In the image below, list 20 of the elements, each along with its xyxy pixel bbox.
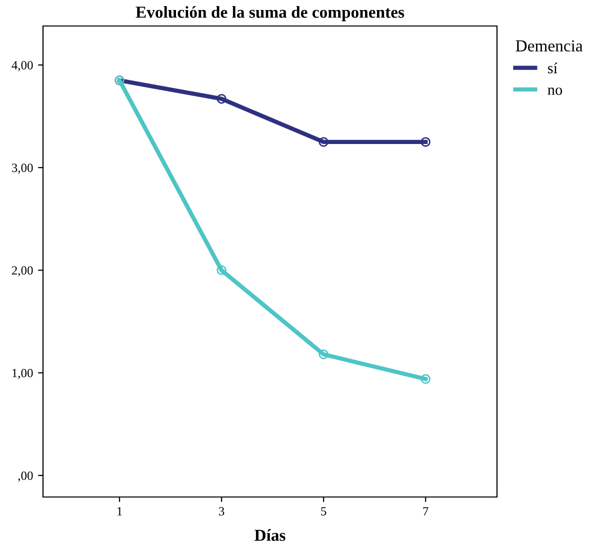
y-tick-label: 3,00 [12,164,33,174]
x-tick-label: 3 [219,507,224,516]
y-tick-label: 1,00 [12,368,33,380]
x-axis-title: Días [254,529,286,541]
y-tick-label: 4,00 [12,61,33,72]
chart-title: Evolución de la suma de componentes [136,6,404,22]
y-tick-label: ,00 [18,471,33,482]
point [420,374,430,384]
point [318,137,328,147]
y-tick-label: 2,00 [12,266,33,276]
point [216,94,226,104]
x-tick-label: 1 [117,507,122,516]
point [216,265,226,276]
legend-label: no [548,88,562,95]
legend-title: Demencia [516,40,583,52]
legend-label: sí [548,62,558,74]
point [420,137,430,147]
x-tick-label: 7 [423,507,428,516]
x-tick-label: 5 [321,507,326,516]
point [318,350,328,360]
